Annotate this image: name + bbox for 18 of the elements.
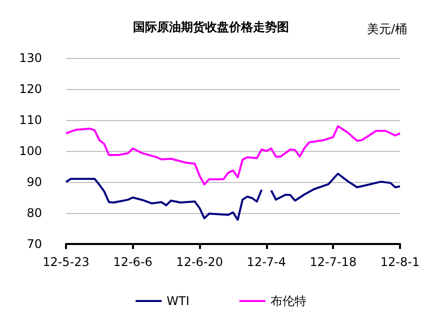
y-tick-label: 90 — [26, 175, 42, 189]
y-tick-label: 110 — [19, 113, 42, 127]
y-tick-label: 100 — [19, 144, 42, 158]
y-tick-label: 70 — [26, 237, 42, 251]
legend-label: 布伦特 — [270, 294, 306, 308]
y-tick-label: 130 — [19, 51, 42, 65]
x-tick-label: 12-8-1 — [380, 255, 420, 269]
x-tick-label: 12-7-18 — [310, 255, 357, 269]
x-tick-label: 12-6-20 — [176, 255, 224, 269]
x-tick-label: 12-5-23 — [42, 255, 90, 269]
y-tick-label: 120 — [19, 82, 42, 96]
legend-label: WTI — [166, 294, 190, 308]
chart-title: 国际原油期货收盘价格走势图 — [133, 20, 289, 34]
y-axis-title: 美元/桶 — [366, 22, 408, 36]
line-series — [65, 125, 401, 186]
x-tick-label: 12-6-6 — [113, 255, 152, 269]
y-tick-label: 80 — [26, 206, 42, 220]
x-tick-label: 12-7-4 — [246, 255, 286, 269]
